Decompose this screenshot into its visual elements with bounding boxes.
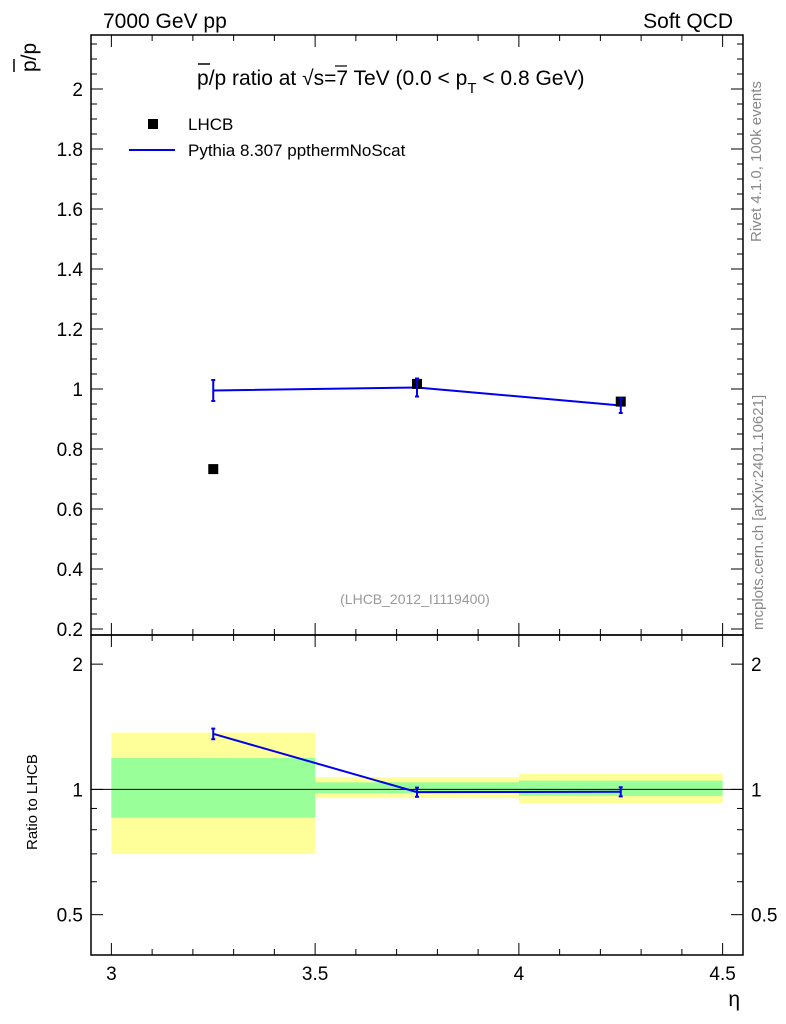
lhcb-data-point [208, 464, 219, 475]
main-y-tick-label: 0.6 [57, 500, 83, 521]
ratio-y-tick-label: 2 [72, 655, 83, 676]
main-y-tick-label: 1.8 [57, 140, 83, 161]
title-sqrt: √ [302, 67, 314, 90]
main-watermark: (LHCB_2012_I1119400) [340, 591, 490, 607]
ratio-y-tick-label: 1 [72, 780, 83, 801]
title-sub: T [467, 80, 476, 97]
mcplots-label: mcplots.cern.ch [arXiv:2401.10621] [750, 395, 767, 630]
ratio-series [211, 727, 623, 798]
x-tick-labels: 3 3.5 4 4.5 [106, 964, 736, 985]
ylabel-slash: /p [18, 43, 41, 61]
ratio-y-tick-labels: 0.5 0.5 1 1 2 2 [57, 655, 778, 927]
ylabel-pbar: p [18, 60, 41, 72]
title-suffix: < 0.8 GeV) [477, 67, 585, 90]
main-y-axis-label: p/p [18, 43, 41, 72]
legend-lhcb-marker [148, 119, 158, 129]
plot-title: p/p ratio at √s=7 TeV (0.0 < pT < 0.8 Ge… [197, 67, 584, 97]
main-panel: 0.2 0.4 0.6 0.8 1 1.2 1.4 1.6 1.8 2 (LHCB_2012_I1… [13, 34, 744, 641]
legend-lhcb-label: LHCB [188, 115, 233, 134]
main-y-tick-label: 1 [72, 380, 83, 401]
x-tick-label: 4 [514, 964, 525, 985]
ratio-y-tick-label-right: 0.5 [751, 906, 777, 927]
ratio-panel: 0.5 0.5 1 1 2 2 3 3.5 4 4.5 Ratio to LHCB η [24, 634, 778, 1011]
legend-pythia-label: Pythia 8.307 ppthermNoScat [188, 141, 406, 160]
ratio-axis-ticks [91, 635, 743, 956]
x-axis-label: η [728, 988, 740, 1011]
rivet-label: Rivet 4.1.0, 100k events [748, 81, 765, 242]
main-y-tick-label: 0.4 [57, 560, 84, 581]
title-s: s [314, 67, 325, 90]
ratio-y-tick-label: 0.5 [57, 906, 83, 927]
main-series [208, 377, 626, 475]
energy-label: 7000 GeV pp [103, 10, 227, 33]
ratio-y-tick-label-right: 2 [751, 655, 762, 676]
main-y-tick-label: 1.6 [57, 200, 83, 221]
x-tick-label: 4.5 [709, 964, 735, 985]
title-energy: =7 TeV (0.0 < p [324, 67, 467, 90]
main-y-tick-label: 0.2 [57, 620, 83, 641]
process-label: Soft QCD [643, 10, 733, 33]
main-axis-ticks [91, 35, 743, 635]
ratio-y-tick-label-right: 1 [751, 780, 762, 801]
main-y-tick-label: 2 [72, 80, 83, 101]
title-prefix: p [197, 67, 209, 90]
legend: LHCB Pythia 8.307 ppthermNoScat [129, 115, 406, 160]
main-y-tick-label: 1.2 [57, 320, 83, 341]
main-y-tick-label: 1.4 [57, 260, 84, 281]
title-ratio-rest: /p ratio at [209, 67, 302, 90]
ratio-y-axis-label: Ratio to LHCB [24, 754, 41, 850]
main-y-tick-labels: 0.2 0.4 0.6 0.8 1 1.2 1.4 1.6 1.8 2 [57, 80, 84, 641]
stat-uncertainty-band [111, 757, 316, 818]
main-y-tick-label: 0.8 [57, 440, 83, 461]
x-tick-label: 3 [106, 964, 117, 985]
ratio-frame [90, 634, 744, 956]
x-tick-label: 3.5 [302, 964, 328, 985]
